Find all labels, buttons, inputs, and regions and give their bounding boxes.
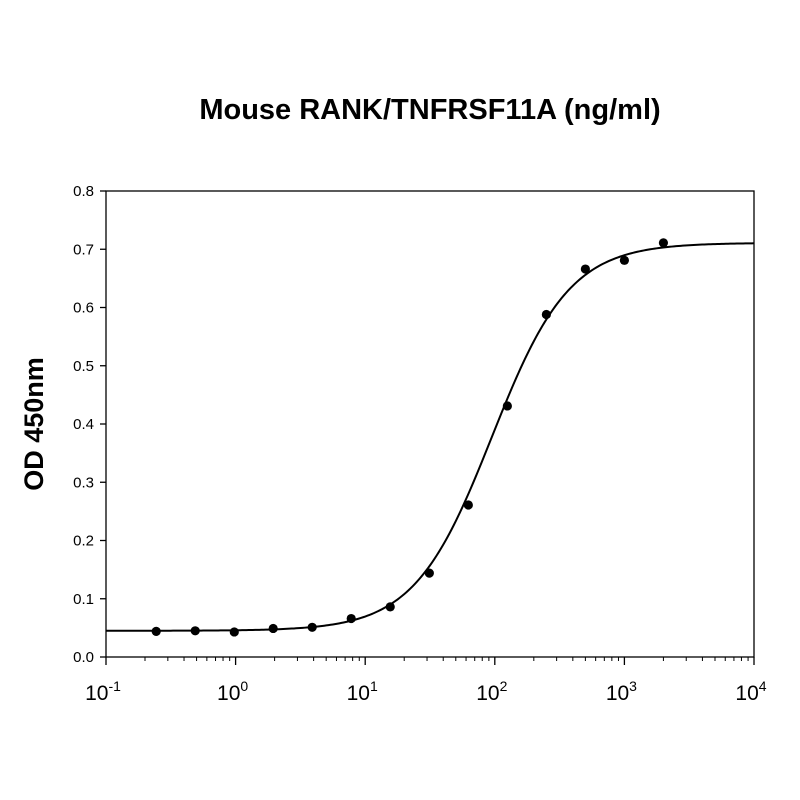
y-tick-label: 0.3: [73, 474, 94, 491]
data-point: [463, 500, 473, 510]
fit-curve: [106, 242, 755, 632]
data-point: [580, 264, 590, 274]
y-tick-label: 0.0: [73, 649, 94, 666]
y-tick-label: 0.2: [73, 533, 94, 550]
data-point: [307, 622, 317, 632]
y-tick-label: 0.6: [73, 300, 94, 317]
chart-title: Mouse RANK/TNFRSF11A (ng/ml): [199, 94, 660, 126]
data-point: [424, 568, 434, 578]
data-point: [619, 255, 630, 265]
y-tick-label: 0.5: [73, 358, 94, 375]
data-point: [658, 238, 669, 248]
x-tick-label: 100: [217, 678, 248, 705]
x-axis-ticks: 10-1 100 101 102 103 104: [85, 657, 767, 705]
data-point: [268, 623, 278, 634]
y-axis-ticks: 0.0 0.1 0.2 0.3 0.4 0.5 0.6 0.7 0.8: [73, 183, 106, 666]
y-tick-label: 0.4: [73, 416, 94, 433]
y-tick-label: 0.1: [73, 591, 94, 608]
y-tick-label: 0.8: [73, 183, 94, 200]
y-tick-label: 0.7: [73, 241, 94, 258]
data-point: [151, 626, 161, 636]
plot-frame: [105, 190, 755, 658]
x-tick-label: 10-1: [85, 678, 121, 705]
data-point: [190, 626, 200, 636]
data-point: [385, 602, 395, 612]
data-points: [151, 238, 669, 637]
x-tick-label: 102: [476, 678, 507, 705]
x-tick-label: 104: [735, 678, 766, 705]
y-axis-label: OD 450nm: [19, 357, 49, 491]
data-point: [229, 627, 239, 637]
data-point: [346, 613, 356, 624]
data-point: [541, 309, 551, 320]
x-tick-label: 103: [606, 678, 637, 705]
x-tick-label: 101: [347, 678, 378, 705]
data-point: [502, 401, 512, 411]
